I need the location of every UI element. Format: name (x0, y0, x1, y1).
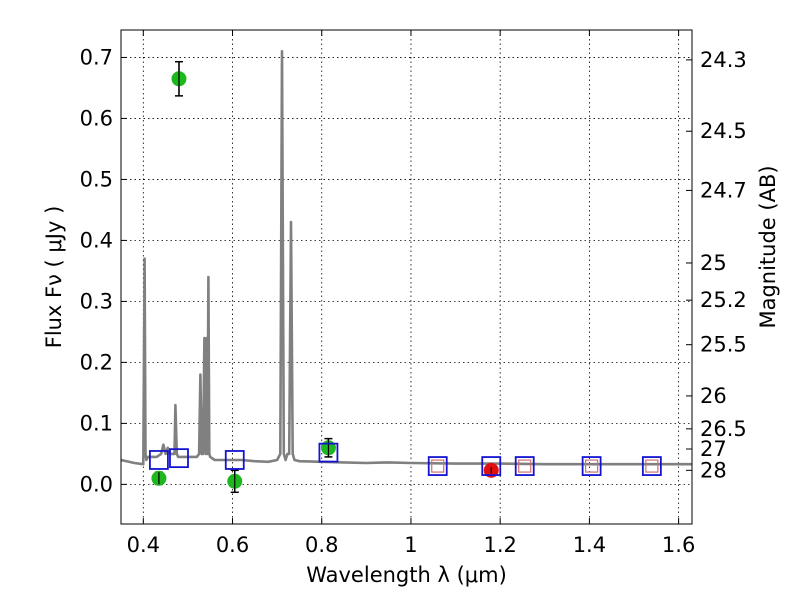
right-tick-label: 25 (700, 251, 727, 275)
model-point (641, 456, 662, 476)
x-tick-label: 0.4 (127, 533, 160, 557)
x-tick-label: 1 (404, 533, 417, 557)
y-tick-label: 0.3 (80, 289, 113, 313)
y-tick-label: 0.1 (80, 411, 113, 435)
right-tick-label: 26.5 (700, 417, 747, 441)
model-point (318, 442, 339, 463)
y-axis-label: Flux Fν ( μJy ) (42, 206, 66, 349)
photometry-points (149, 60, 662, 494)
plot-frame (120, 29, 693, 525)
right-tick-label: 25.5 (700, 333, 747, 357)
x-axis-label: Wavelength λ (μm) (306, 563, 507, 587)
model-point (149, 450, 169, 470)
x-tick-label: 1.4 (573, 533, 606, 557)
x-tick-label: 0.6 (216, 533, 249, 557)
right-tick-label: 24.7 (700, 178, 747, 202)
right-axis-label: Magnitude (AB) (756, 165, 780, 328)
right-tick-label: 25.2 (700, 288, 747, 312)
axis-ticks: 0.4 0.6 0.8 1 1.2 1.4 1.6 0.0 0.1 0.2 0.3 0.4 0.5 0.6… (80, 30, 747, 557)
right-tick-label: 27 (700, 437, 727, 461)
y-tick-label: 0.2 (80, 350, 113, 374)
model-point (481, 456, 502, 476)
x-tick-label: 1.2 (483, 533, 516, 557)
model-point (581, 456, 602, 476)
model-point (224, 450, 245, 470)
right-tick-label: 24.5 (700, 119, 747, 143)
model-point (514, 456, 535, 476)
model-point-inner (585, 459, 599, 473)
model-point-inner (431, 459, 445, 473)
y-tick-label: 0.0 (80, 472, 113, 496)
model-point-inner (645, 459, 659, 473)
right-tick-label: 24.3 (700, 48, 747, 72)
model-sed-line-group (120, 49, 692, 466)
grid-lines (121, 30, 692, 524)
right-tick-label: 28 (700, 458, 727, 482)
y-tick-label: 0.7 (80, 45, 113, 69)
right-tick-label: 26 (700, 384, 727, 408)
y-tick-label: 0.5 (80, 167, 113, 191)
model-point-inner (518, 459, 532, 473)
x-tick-label: 0.8 (305, 533, 338, 557)
model-point (169, 448, 189, 469)
x-tick-label: 1.6 (662, 533, 695, 557)
model-point (427, 456, 448, 476)
model-sed-line (120, 49, 692, 466)
y-tick-label: 0.6 (80, 106, 113, 130)
y-tick-label: 0.4 (80, 228, 113, 252)
